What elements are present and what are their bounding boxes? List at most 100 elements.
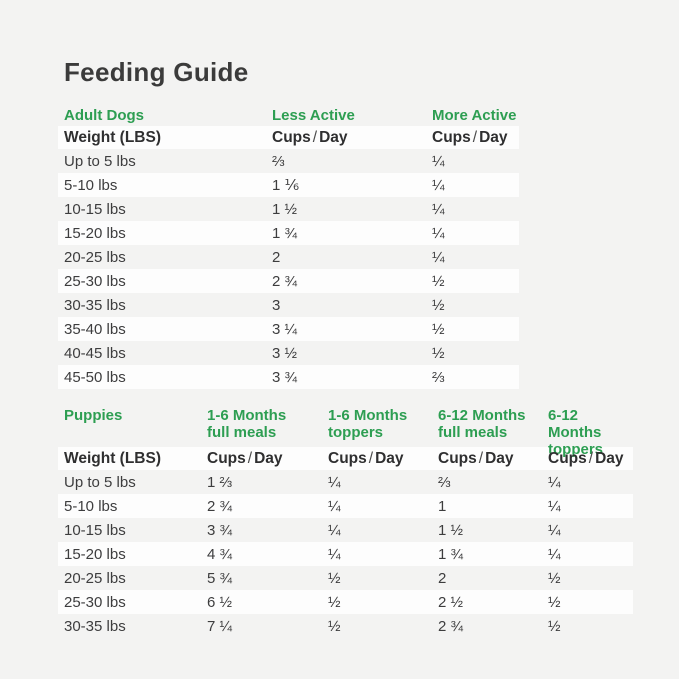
table-row: 40-45 lbs 3 ½ ½ xyxy=(58,341,519,365)
table-row: 15-20 lbs 1 ¾ ¼ xyxy=(58,221,519,245)
full-meals-1-6-value-cell: 3 ¾ xyxy=(207,521,233,539)
table-row: 25-30 lbs 2 ¾ ½ xyxy=(58,269,519,293)
less-active-value-cell: 2 xyxy=(272,248,281,266)
table-row: 5-10 lbs 1 ⅙ ¼ xyxy=(58,173,519,197)
weight-cell: 10-15 lbs xyxy=(64,200,126,218)
weight-cell: 15-20 lbs xyxy=(64,224,126,242)
full-meals-1-6-value-cell: 7 ¼ xyxy=(207,617,233,635)
weight-cell: 40-45 lbs xyxy=(64,344,126,362)
weight-cell: 25-30 lbs xyxy=(64,593,126,611)
less-active-value-cell: 1 ⅙ xyxy=(272,177,300,194)
cups-day-header: Cups / Day xyxy=(548,449,624,467)
weight-cell: 20-25 lbs xyxy=(64,248,126,266)
table-row: Up to 5 lbs 1 ⅔ ¼ ⅔ ¼ xyxy=(58,470,633,494)
full-meals-1-6-value-cell: 6 ½ xyxy=(207,593,233,611)
weight-cell: 5-10 lbs xyxy=(64,176,118,194)
full-meals-1-6-value-cell: 4 ¾ xyxy=(207,545,233,563)
table-row: 25-30 lbs 6 ½ ½ 2 ½ ½ xyxy=(58,590,633,614)
weight-cell: 35-40 lbs xyxy=(64,320,126,338)
full-meals-1-6-value-cell: 1 ⅔ xyxy=(207,473,233,491)
table-row: 45-50 lbs 3 ¾ ⅔ xyxy=(58,365,519,389)
cups-day-header: Cups / Day xyxy=(328,449,404,467)
less-active-value-cell: 1 ¾ xyxy=(272,224,298,242)
more-active-value-cell: ⅔ xyxy=(432,368,445,386)
weight-cell: 30-35 lbs xyxy=(64,617,126,635)
toppers-6-12-value-cell: ¼ xyxy=(548,473,561,491)
more-active-label: More Active xyxy=(432,106,517,124)
table-row: 30-35 lbs 7 ¼ ½ 2 ¾ ½ xyxy=(58,614,633,638)
more-active-value-cell: ½ xyxy=(432,296,445,314)
toppers-1-6-value-cell: ½ xyxy=(328,593,341,611)
weight-cell: 20-25 lbs xyxy=(64,569,126,587)
toppers-6-12-value-cell: ½ xyxy=(548,569,561,587)
weight-cell: 25-30 lbs xyxy=(64,272,126,290)
less-active-value-cell: 2 ¾ xyxy=(272,272,298,290)
less-active-value-cell: 3 xyxy=(272,296,281,314)
puppies-rows: Up to 5 lbs 1 ⅔ ¼ ⅔ ¼ 5-10 lbs 2 ¾ ¼ 1 ¼… xyxy=(58,470,633,638)
toppers-6-12-value-cell: ¼ xyxy=(548,545,561,563)
toppers-1-6-value-cell: ¼ xyxy=(328,497,341,515)
full-meals-6-12-value-cell: 2 ½ xyxy=(438,593,464,611)
adult-dogs-label: Adult Dogs xyxy=(64,106,144,124)
toppers-1-6-value-cell: ½ xyxy=(328,617,341,635)
toppers-1-6-value-cell: ½ xyxy=(328,569,341,587)
col-1-6-toppers-label: 1-6 Months toppers xyxy=(328,407,408,441)
more-active-value-cell: ¼ xyxy=(432,200,445,218)
adult-column-header-row: Weight (LBS) Cups / Day Cups / Day xyxy=(58,126,519,149)
col-6-12-toppers-label: 6-12 Months toppers xyxy=(548,407,604,458)
weight-cell: Up to 5 lbs xyxy=(64,152,136,170)
weight-cell: 45-50 lbs xyxy=(64,368,126,386)
weight-cell: 5-10 lbs xyxy=(64,497,118,515)
toppers-1-6-value-cell: ¼ xyxy=(328,521,341,539)
table-row: 30-35 lbs 3 ½ xyxy=(58,293,519,317)
table-row: 10-15 lbs 1 ½ ¼ xyxy=(58,197,519,221)
col-1-6-full-meals-label: 1-6 Months full meals xyxy=(207,407,287,441)
less-active-label: Less Active xyxy=(272,106,355,124)
less-active-value-cell: 1 ½ xyxy=(272,200,298,218)
table-row: 20-25 lbs 5 ¾ ½ 2 ½ xyxy=(58,566,633,590)
toppers-6-12-value-cell: ½ xyxy=(548,593,561,611)
more-active-value-cell: ½ xyxy=(432,272,445,290)
table-row: 20-25 lbs 2 ¼ xyxy=(58,245,519,269)
more-active-value-cell: ¼ xyxy=(432,152,445,170)
toppers-1-6-value-cell: ¼ xyxy=(328,545,341,563)
table-row: Up to 5 lbs ⅔ ¼ xyxy=(58,149,519,173)
cups-day-header: Cups / Day xyxy=(207,449,283,467)
puppies-label: Puppies xyxy=(64,407,123,424)
toppers-1-6-value-cell: ¼ xyxy=(328,473,341,491)
full-meals-6-12-value-cell: 1 ½ xyxy=(438,521,464,539)
weight-cell: 15-20 lbs xyxy=(64,545,126,563)
puppies-section-header: Puppies 1-6 Months full meals 1-6 Months t… xyxy=(58,407,633,458)
full-meals-6-12-value-cell: 1 xyxy=(438,497,447,515)
full-meals-6-12-value-cell: 2 xyxy=(438,569,447,587)
weight-cell: 30-35 lbs xyxy=(64,296,126,314)
more-active-value-cell: ½ xyxy=(432,344,445,362)
weight-header: Weight (LBS) xyxy=(64,449,162,467)
adult-rows: Up to 5 lbs ⅔ ¼ 5-10 lbs 1 ⅙ ¼ 10-15 lbs… xyxy=(58,149,519,389)
full-meals-1-6-value-cell: 5 ¾ xyxy=(207,569,233,587)
adult-section-header: Adult Dogs Less Active More Active xyxy=(58,104,519,126)
col-6-12-full-meals-label: 6-12 Months full meals xyxy=(438,407,526,441)
adult-dogs-table: Adult Dogs Less Active More Active Weigh… xyxy=(58,104,519,389)
toppers-6-12-value-cell: ¼ xyxy=(548,521,561,539)
full-meals-6-12-value-cell: 2 ¾ xyxy=(438,617,464,635)
more-active-value-cell: ¼ xyxy=(432,248,445,266)
toppers-6-12-value-cell: ½ xyxy=(548,617,561,635)
full-meals-1-6-value-cell: 2 ¾ xyxy=(207,497,233,515)
less-active-value-cell: 3 ¼ xyxy=(272,320,298,338)
table-row: 10-15 lbs 3 ¾ ¼ 1 ½ ¼ xyxy=(58,518,633,542)
weight-cell: 10-15 lbs xyxy=(64,521,126,539)
weight-header: Weight (LBS) xyxy=(64,128,162,146)
more-active-value-cell: ¼ xyxy=(432,176,445,194)
cups-day-header: Cups / Day xyxy=(438,449,514,467)
page-title: Feeding Guide xyxy=(64,57,249,87)
more-active-value-cell: ¼ xyxy=(432,224,445,242)
cups-day-header: Cups / Day xyxy=(272,128,348,146)
full-meals-6-12-value-cell: ⅔ xyxy=(438,473,451,491)
less-active-value-cell: 3 ¾ xyxy=(272,368,298,386)
puppies-column-header-row: Weight (LBS) Cups / Day Cups / Day Cups / Day … xyxy=(58,447,633,470)
weight-cell: Up to 5 lbs xyxy=(64,473,136,491)
less-active-value-cell: 3 ½ xyxy=(272,344,298,362)
toppers-6-12-value-cell: ¼ xyxy=(548,497,561,515)
